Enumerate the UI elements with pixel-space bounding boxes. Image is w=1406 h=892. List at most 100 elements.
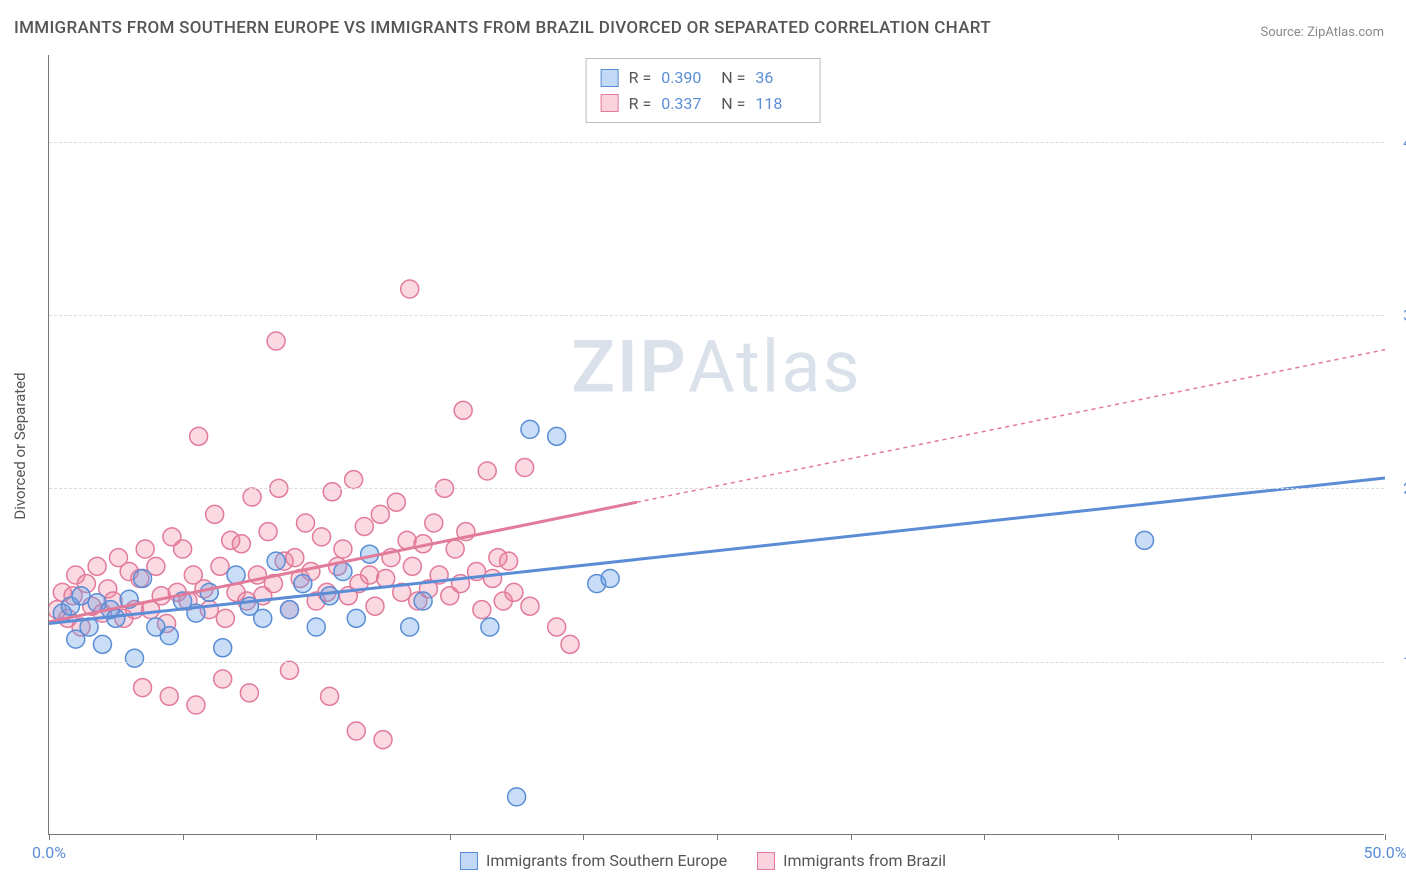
data-point [414, 592, 432, 610]
swatch-pink-icon [601, 94, 619, 112]
data-point [403, 557, 421, 575]
swatch-blue-icon [460, 852, 478, 870]
gridline [49, 488, 1384, 489]
x-tick [1385, 834, 1386, 840]
data-point [521, 597, 539, 615]
stats-row-pink: R = 0.337 N = 118 [601, 91, 806, 117]
x-tick [183, 834, 184, 840]
data-point [425, 514, 443, 532]
data-point [136, 540, 154, 558]
data-point [206, 505, 224, 523]
data-point [214, 639, 232, 657]
data-point [508, 788, 526, 806]
data-point [561, 635, 579, 653]
data-point [313, 528, 331, 546]
legend: Immigrants from Southern Europe Immigran… [460, 851, 946, 870]
x-tick [583, 834, 584, 840]
x-tick-label: 0.0% [32, 843, 66, 862]
x-tick [717, 834, 718, 840]
data-point [548, 618, 566, 636]
data-point [321, 587, 339, 605]
data-point [347, 609, 365, 627]
source-attribution: Source: ZipAtlas.com [1260, 25, 1384, 40]
data-point [297, 514, 315, 532]
x-tick [984, 834, 985, 840]
data-point [345, 471, 363, 489]
r-label: R = [629, 65, 652, 91]
scatter-chart [49, 55, 1385, 835]
x-tick [851, 834, 852, 840]
data-point [126, 649, 144, 667]
legend-item-pink: Immigrants from Brazil [757, 851, 946, 870]
n-label: N = [721, 91, 745, 117]
data-point [484, 569, 502, 587]
data-point [152, 587, 170, 605]
data-point [481, 618, 499, 636]
data-point [446, 540, 464, 558]
data-point [267, 552, 285, 570]
data-point [1136, 531, 1154, 549]
data-point [334, 563, 352, 581]
data-point [505, 583, 523, 601]
x-tick [1251, 834, 1252, 840]
data-point [478, 462, 496, 480]
data-point [371, 505, 389, 523]
data-point [93, 635, 111, 653]
data-point [267, 332, 285, 350]
data-point [214, 670, 232, 688]
n-value-blue: 36 [755, 65, 805, 91]
data-point [307, 618, 325, 636]
data-point [500, 552, 518, 570]
stats-row-blue: R = 0.390 N = 36 [601, 65, 806, 91]
gridline [49, 142, 1384, 143]
legend-label-blue: Immigrants from Southern Europe [486, 851, 727, 870]
data-point [259, 523, 277, 541]
data-point [211, 557, 229, 575]
chart-title: IMMIGRANTS FROM SOUTHERN EUROPE VS IMMIG… [14, 18, 991, 38]
trendline [637, 350, 1385, 503]
data-point [232, 535, 250, 553]
data-point [366, 597, 384, 615]
gridline [49, 662, 1384, 663]
data-point [187, 696, 205, 714]
gridline [49, 315, 1384, 316]
x-tick-label: 50.0% [1364, 843, 1406, 862]
data-point [401, 280, 419, 298]
swatch-blue-icon [601, 69, 619, 87]
data-point [216, 609, 234, 627]
data-point [174, 540, 192, 558]
data-point [361, 566, 379, 584]
data-point [347, 722, 365, 740]
data-point [134, 569, 152, 587]
data-point [190, 427, 208, 445]
data-point [454, 401, 472, 419]
legend-item-blue: Immigrants from Southern Europe [460, 851, 727, 870]
data-point [294, 575, 312, 593]
data-point [254, 609, 272, 627]
data-point [548, 427, 566, 445]
y-axis-label: Divorced or Separated [11, 372, 29, 519]
plot-area: ZIPAtlas 10.0%20.0%30.0%40.0%0.0%50.0% [48, 55, 1384, 835]
swatch-pink-icon [757, 852, 775, 870]
data-point [323, 483, 341, 501]
x-tick [316, 834, 317, 840]
n-value-pink: 118 [755, 91, 805, 117]
r-value-blue: 0.390 [661, 65, 711, 91]
data-point [387, 493, 405, 511]
data-point [160, 687, 178, 705]
x-tick [450, 834, 451, 840]
data-point [334, 540, 352, 558]
data-point [521, 420, 539, 438]
correlation-stats-box: R = 0.390 N = 36 R = 0.337 N = 118 [586, 58, 821, 123]
data-point [243, 488, 261, 506]
data-point [473, 601, 491, 619]
x-tick [1118, 834, 1119, 840]
data-point [374, 731, 392, 749]
legend-label-pink: Immigrants from Brazil [783, 851, 946, 870]
data-point [88, 557, 106, 575]
data-point [355, 517, 373, 535]
r-label: R = [629, 91, 652, 117]
data-point [200, 583, 218, 601]
n-label: N = [721, 65, 745, 91]
data-point [72, 587, 90, 605]
